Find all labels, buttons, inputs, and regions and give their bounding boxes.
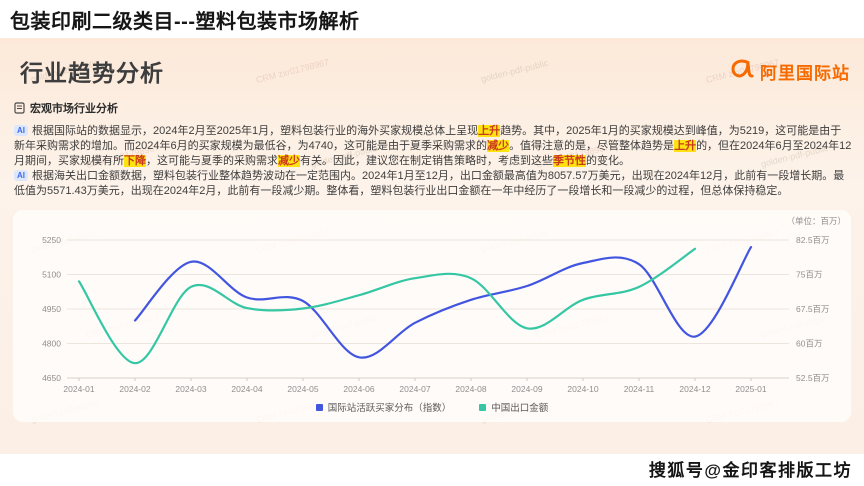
- text-segment: 的变化。: [586, 155, 630, 167]
- legend-label: 国际站活跃买家分布（指数）: [327, 403, 452, 414]
- legend-swatch-icon: [479, 403, 487, 411]
- right-axis-unit-label: （单位：百万）: [786, 216, 846, 226]
- chart-card: 4650 52.5百万 4800 60百万 4950 67.5百万 5100 75百万 5250…: [13, 210, 851, 422]
- x-axis-tick-label: 2024-06: [343, 384, 374, 394]
- text-segment: ，这可能与夏季的采购需求: [146, 155, 278, 167]
- sohu-watermark: 搜狐号@金印客排版工坊: [648, 461, 852, 480]
- highlighted-text: 上升: [478, 125, 501, 137]
- left-axis-tick-label: 4800: [42, 339, 61, 349]
- x-axis-tick-label: 2024-12: [679, 384, 710, 394]
- highlighted-text: 减少: [278, 155, 300, 167]
- left-axis-tick-label: 4650: [42, 373, 61, 383]
- ai-badge: AI: [14, 125, 28, 136]
- ai-badge: AI: [14, 170, 28, 181]
- legend-item-1[interactable]: 中国出口金额: [479, 400, 548, 414]
- alibaba-logo-text: 阿里国际站: [760, 64, 850, 83]
- x-axis-tick-label: 2024-05: [287, 384, 318, 394]
- left-axis-tick-label: 5100: [42, 270, 61, 280]
- x-axis-tick-label: 2024-07: [399, 384, 430, 394]
- right-axis-tick-label: 60百万: [796, 339, 822, 349]
- legend-swatch-icon: [315, 403, 323, 411]
- slide-title: 行业趋势分析: [20, 60, 164, 86]
- slide-header: 行业趋势分析 阿里国际站: [20, 54, 850, 88]
- x-axis-tick-label: 2024-02: [119, 384, 150, 394]
- left-axis-tick-label: 5250: [42, 235, 61, 245]
- paragraph-text: 根据海关出口金额数据，塑料包装行业整体趋势波动在一定范围内。2024年1月至12…: [14, 170, 844, 197]
- x-axis-tick-label: 2025-01: [735, 384, 766, 394]
- left-axis-tick-label: 4950: [42, 304, 61, 314]
- section-row: 宏观市场行业分析: [14, 100, 118, 116]
- x-axis-tick-label: 2024-08: [455, 384, 486, 394]
- x-axis-tick-label: 2024-03: [175, 384, 206, 394]
- alibaba-logo: 阿里国际站: [729, 58, 850, 85]
- section-label: 宏观市场行业分析: [30, 103, 118, 115]
- legend-item-0[interactable]: 国际站活跃买家分布（指数）: [315, 400, 452, 414]
- highlighted-text: 季节性: [553, 155, 586, 167]
- chart-legend: 国际站活跃买家分布（指数） 中国出口金额: [13, 400, 851, 414]
- paragraph-text: 根据国际站的数据显示，2024年2月至2025年1月，塑料包装行业的海外买家规模…: [14, 125, 851, 167]
- right-axis-tick-label: 75百万: [796, 270, 822, 280]
- highlighted-text: 下降: [124, 155, 146, 167]
- x-axis-tick-label: 2024-04: [231, 384, 262, 394]
- legend-label: 中国出口金额: [491, 403, 549, 414]
- highlighted-text: 上升: [674, 140, 697, 152]
- x-axis-tick-label: 2024-10: [567, 384, 598, 394]
- analysis-paragraph-buyers: AI 根据国际站的数据显示，2024年2月至2025年1月，塑料包装行业的海外买家…: [14, 124, 852, 169]
- x-axis-tick-label: 2024-09: [511, 384, 542, 394]
- series-line-0: [133, 246, 753, 359]
- series-line-1: [77, 247, 697, 365]
- highlighted-text: 减少: [487, 140, 510, 152]
- right-axis-tick-label: 67.5百万: [796, 304, 830, 314]
- page-title: 包装印刷二级类目---塑料包装市场解析: [10, 11, 360, 33]
- alibaba-a-icon: [729, 58, 756, 85]
- text-segment: 根据海关出口金额数据，塑料包装行业整体趋势波动在一定范围内。2024年1月至12…: [14, 170, 845, 197]
- text-segment: 的，但在2024年6月至2024年12月期间，买家规模有所: [14, 140, 852, 167]
- line-chart: 4650 52.5百万 4800 60百万 4950 67.5百万 5100 75百万 5250…: [42, 216, 846, 394]
- document-icon: [14, 102, 25, 114]
- x-axis-tick-label: 2024-11: [624, 384, 655, 394]
- right-axis-tick-label: 52.5百万: [796, 373, 830, 383]
- text-segment: 趋势。其中，2025年1月的买家规模达到峰值，为5219，这可能是由于新年采购需…: [14, 125, 842, 152]
- slide: golden-pdf-public CRM zxr01798967 golden-p…: [0, 38, 864, 454]
- text-segment: 根据国际站的数据显示，2024年2月至2025年1月，塑料包装行业的海外买家规模…: [32, 125, 479, 137]
- text-segment: 。值得注意的是，尽管整体趋势是: [509, 140, 675, 152]
- text-segment: 有关。因此，建议您在制定销售策略时，考虑到这些: [300, 155, 553, 167]
- analysis-paragraph-exports: AI 根据海关出口金额数据，塑料包装行业整体趋势波动在一定范围内。2024年1月至…: [14, 169, 852, 199]
- x-axis-tick-label: 2024-01: [63, 384, 94, 394]
- right-axis-tick-label: 82.5百万: [796, 235, 830, 245]
